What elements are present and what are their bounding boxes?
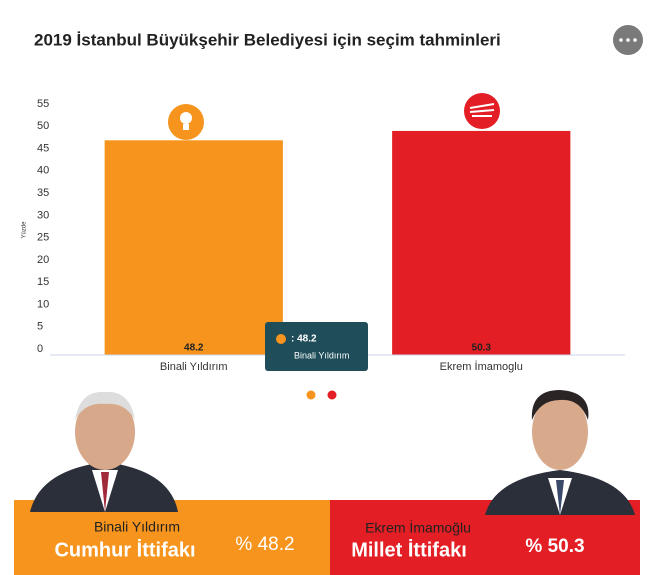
data-label: 48.2: [184, 343, 204, 354]
chart-title: 2019 İstanbul Büyükşehir Belediyesi için…: [34, 30, 501, 49]
footer-name: Ekrem İmamoğlu: [365, 519, 471, 536]
legend-dot[interactable]: [327, 390, 337, 400]
candidate-photo: [485, 390, 635, 515]
y-tick-label: 45: [37, 142, 49, 154]
menu-dot: [626, 38, 630, 42]
y-tick-label: 40: [37, 165, 49, 177]
footer-alliance: Cumhur İttifakı: [54, 538, 195, 561]
y-tick-label: 30: [37, 209, 49, 221]
y-tick-label: 0: [37, 343, 43, 355]
tooltip-box: [265, 322, 368, 371]
y-tick-label: 15: [37, 276, 49, 288]
footer-alliance: Millet İttifakı: [351, 538, 467, 561]
y-tick-label: 20: [37, 254, 49, 266]
footer-panel: [14, 500, 330, 575]
y-tick-label: 5: [37, 321, 43, 333]
menu-dot: [633, 38, 637, 42]
party-logo-bulb: [180, 112, 192, 124]
x-tick-label: Binali Yıldırım: [160, 361, 228, 373]
y-tick-label: 50: [37, 120, 49, 132]
y-tick-label: 25: [37, 232, 49, 244]
bar[interactable]: [104, 140, 283, 355]
bar[interactable]: [392, 130, 571, 355]
y-tick-label: 55: [37, 98, 49, 110]
footer-percent: % 48.2: [235, 534, 294, 555]
tooltip-value: : 48.2: [291, 334, 317, 345]
candidate-photo: [30, 391, 178, 512]
party-logo-arrows: [469, 103, 495, 117]
tooltip-name: Binali Yıldırım: [294, 350, 349, 360]
x-tick-label: Ekrem İmamoglu: [440, 360, 523, 373]
footer-percent: % 50.3: [525, 536, 584, 557]
tooltip-marker: [276, 334, 286, 344]
y-axis-label: Yüzde: [22, 221, 28, 239]
menu-dot: [619, 38, 623, 42]
y-tick-label: 10: [37, 298, 49, 310]
data-label: 50.3: [472, 343, 492, 354]
y-tick-label: 35: [37, 187, 49, 199]
legend-dot[interactable]: [306, 390, 316, 400]
party-logo-bulb: [183, 124, 189, 130]
footer-name: Binali Yıldırım: [94, 519, 180, 535]
